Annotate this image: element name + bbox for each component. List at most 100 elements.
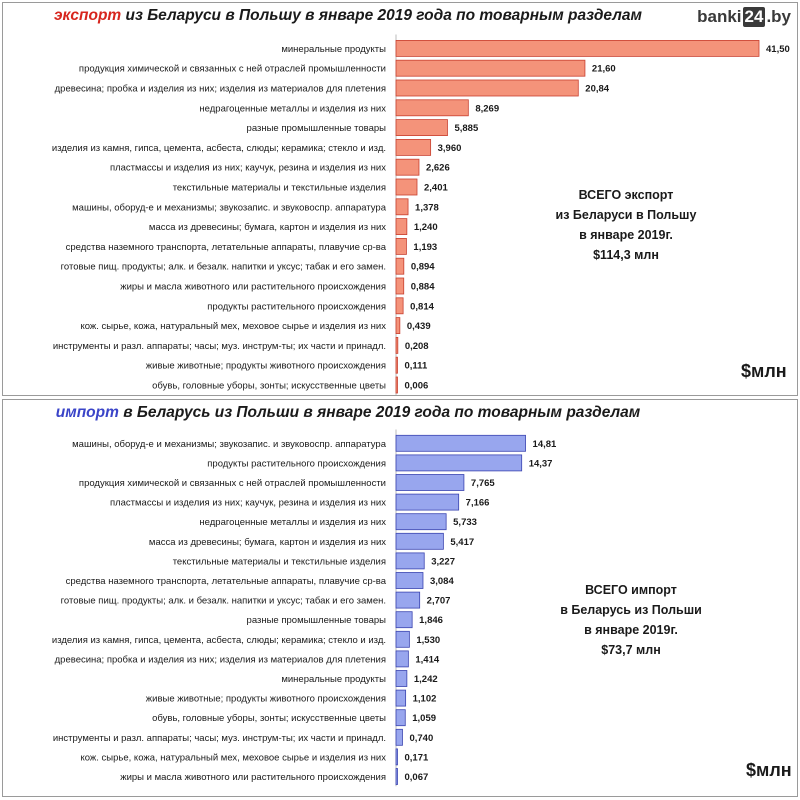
export-bar-4 (395, 99, 469, 117)
import-value-label-6: 5,417 (450, 537, 474, 548)
export-category-label-6: изделия из камня, гипса, цемента, асбест… (52, 143, 386, 154)
export-total-line-4: $114,3 млн (593, 248, 659, 262)
import-value-label-17: 0,171 (405, 752, 429, 763)
import-bar-17 (395, 748, 398, 766)
export-value-label-10: 1,240 (414, 222, 438, 233)
export-value-label-2: 21,60 (592, 64, 616, 75)
import-bar-9 (395, 591, 421, 609)
import-bar-7 (395, 552, 425, 570)
export-category-label-17: живые животные; продукты животного проис… (146, 361, 386, 372)
import-bar-18 (395, 768, 398, 785)
export-bar-9 (395, 198, 409, 216)
import-bar-2 (395, 454, 523, 472)
import-category-label-10: разные промышленные товары (247, 615, 387, 626)
export-bar-5 (395, 119, 448, 136)
export-value-label-12: 0,894 (411, 262, 435, 273)
export-bar-14 (395, 297, 404, 315)
export-value-label-13: 0,884 (411, 282, 435, 293)
import-value-label-12: 1,414 (415, 654, 439, 665)
logo-text-post: .by (766, 7, 791, 26)
export-value-label-15: 0,439 (407, 321, 431, 332)
export-bar-13 (395, 277, 405, 295)
import-total-line-3: в январе 2019г. (584, 623, 678, 637)
import-value-label-4: 7,166 (466, 498, 490, 509)
import-value-label-7: 3,227 (431, 556, 455, 567)
export-value-label-16: 0,208 (405, 341, 429, 352)
import-category-label-18: жиры и масла животного или растительного… (120, 772, 386, 783)
export-bar-3 (395, 79, 579, 97)
import-value-label-2: 14,37 (529, 458, 553, 469)
import-category-label-15: обувь, головные уборы, зонты; искусствен… (152, 713, 386, 724)
import-bar-12 (395, 650, 409, 668)
export-value-label-5: 5,885 (454, 123, 478, 134)
export-value-label-4: 8,269 (475, 103, 499, 114)
import-category-label-6: масса из древесины; бумага, картон и изд… (149, 537, 386, 548)
import-category-label-4: пластмассы и изделия из них; каучук, рез… (110, 498, 386, 509)
import-category-label-12: древесина; пробка и изделия из них; изде… (55, 654, 386, 665)
site-logo[interactable]: banki 24 .by (697, 7, 791, 27)
export-category-label-7: пластмассы и изделия из них; каучук, рез… (110, 163, 386, 174)
import-value-label-16: 0,740 (409, 733, 433, 744)
export-bar-6 (395, 138, 432, 156)
import-bar-1 (395, 434, 526, 452)
export-total-line-2: из Беларуси в Польшу (555, 208, 697, 222)
import-bar-10 (395, 611, 413, 629)
export-bar-1 (395, 40, 760, 57)
import-category-label-13: минеральные продукты (281, 674, 386, 685)
export-total-line-1: ВСЕГО экспорт (578, 188, 674, 202)
import-bar-3 (395, 474, 465, 491)
import-category-label-9: готовые пищ. продукты; алк. и безалк. на… (61, 596, 386, 607)
import-total-block: ВСЕГО импорт в Беларусь из Польши в янва… (546, 580, 716, 660)
import-bar-8 (395, 572, 424, 589)
export-category-label-15: кож. сырье, кожа, натуральный мех, мехов… (80, 321, 386, 332)
import-category-label-5: недрагоценные металлы и изделия из них (199, 517, 386, 528)
export-value-label-3: 20,84 (585, 84, 609, 95)
export-title: экспорт из Беларуси в Польшу в январе 20… (3, 7, 693, 25)
export-value-label-1: 41,50 (766, 44, 790, 55)
export-value-label-14: 0,814 (410, 301, 434, 312)
import-value-label-10: 1,846 (419, 615, 443, 626)
import-category-label-2: продукты растительного происхождения (207, 458, 386, 469)
export-bar-18 (395, 376, 398, 394)
import-bar-15 (395, 709, 406, 727)
import-value-label-13: 1,242 (414, 674, 438, 685)
export-value-label-7: 2,626 (426, 163, 450, 174)
export-category-label-2: продукция химической и связанных с ней о… (79, 64, 386, 75)
export-category-label-12: готовые пищ. продукты; алк. и безалк. на… (61, 262, 386, 273)
import-value-label-9: 2,707 (427, 596, 451, 607)
import-unit-label: $млн (746, 760, 792, 780)
import-value-label-18: 0,067 (405, 772, 429, 783)
export-total-block: ВСЕГО экспорт из Беларуси в Польшу в янв… (541, 185, 711, 265)
import-category-label-8: средства наземного транспорта, летательн… (66, 576, 387, 587)
import-panel: импорт в Беларусь из Польши в январе 201… (2, 399, 798, 797)
export-category-label-16: инструменты и разл. аппараты; часы; муз.… (53, 341, 386, 352)
import-value-label-14: 1,102 (413, 694, 437, 705)
export-value-label-11: 1,193 (413, 242, 437, 253)
import-value-label-8: 3,084 (430, 576, 454, 587)
export-category-label-1: минеральные продукты (281, 44, 386, 55)
import-category-label-14: живые животные; продукты животного проис… (146, 694, 386, 705)
export-bar-10 (395, 218, 408, 236)
import-value-label-15: 1,059 (412, 713, 436, 724)
import-total-line-2: в Беларусь из Польши (560, 603, 702, 617)
export-bar-7 (395, 158, 420, 176)
logo-text-box: 24 (742, 7, 766, 27)
logo-text-pre: banki (697, 7, 742, 26)
export-category-label-5: разные промышленные товары (247, 123, 387, 134)
import-value-label-1: 14,81 (533, 439, 557, 450)
export-value-label-9: 1,378 (415, 202, 439, 213)
import-category-label-3: продукция химической и связанных с ней о… (79, 478, 386, 489)
import-value-label-5: 5,733 (453, 517, 477, 528)
export-bar-8 (395, 178, 418, 196)
import-bar-14 (395, 689, 407, 707)
export-unit-label: $млн (741, 361, 787, 381)
import-bar-6 (395, 532, 444, 550)
export-title-rest: из Беларуси в Польшу в январе 2019 года … (121, 7, 642, 24)
export-category-label-3: древесина; пробка и изделия из них; изде… (55, 84, 386, 95)
import-category-label-17: кож. сырье, кожа, натуральный мех, мехов… (80, 752, 386, 763)
import-title-rest: в Беларусь из Польши в январе 2019 года … (118, 404, 641, 421)
export-value-label-17: 0,111 (405, 361, 428, 372)
import-bar-16 (395, 728, 403, 746)
export-bar-15 (395, 317, 401, 335)
import-title-keyword: импорт (55, 404, 119, 421)
